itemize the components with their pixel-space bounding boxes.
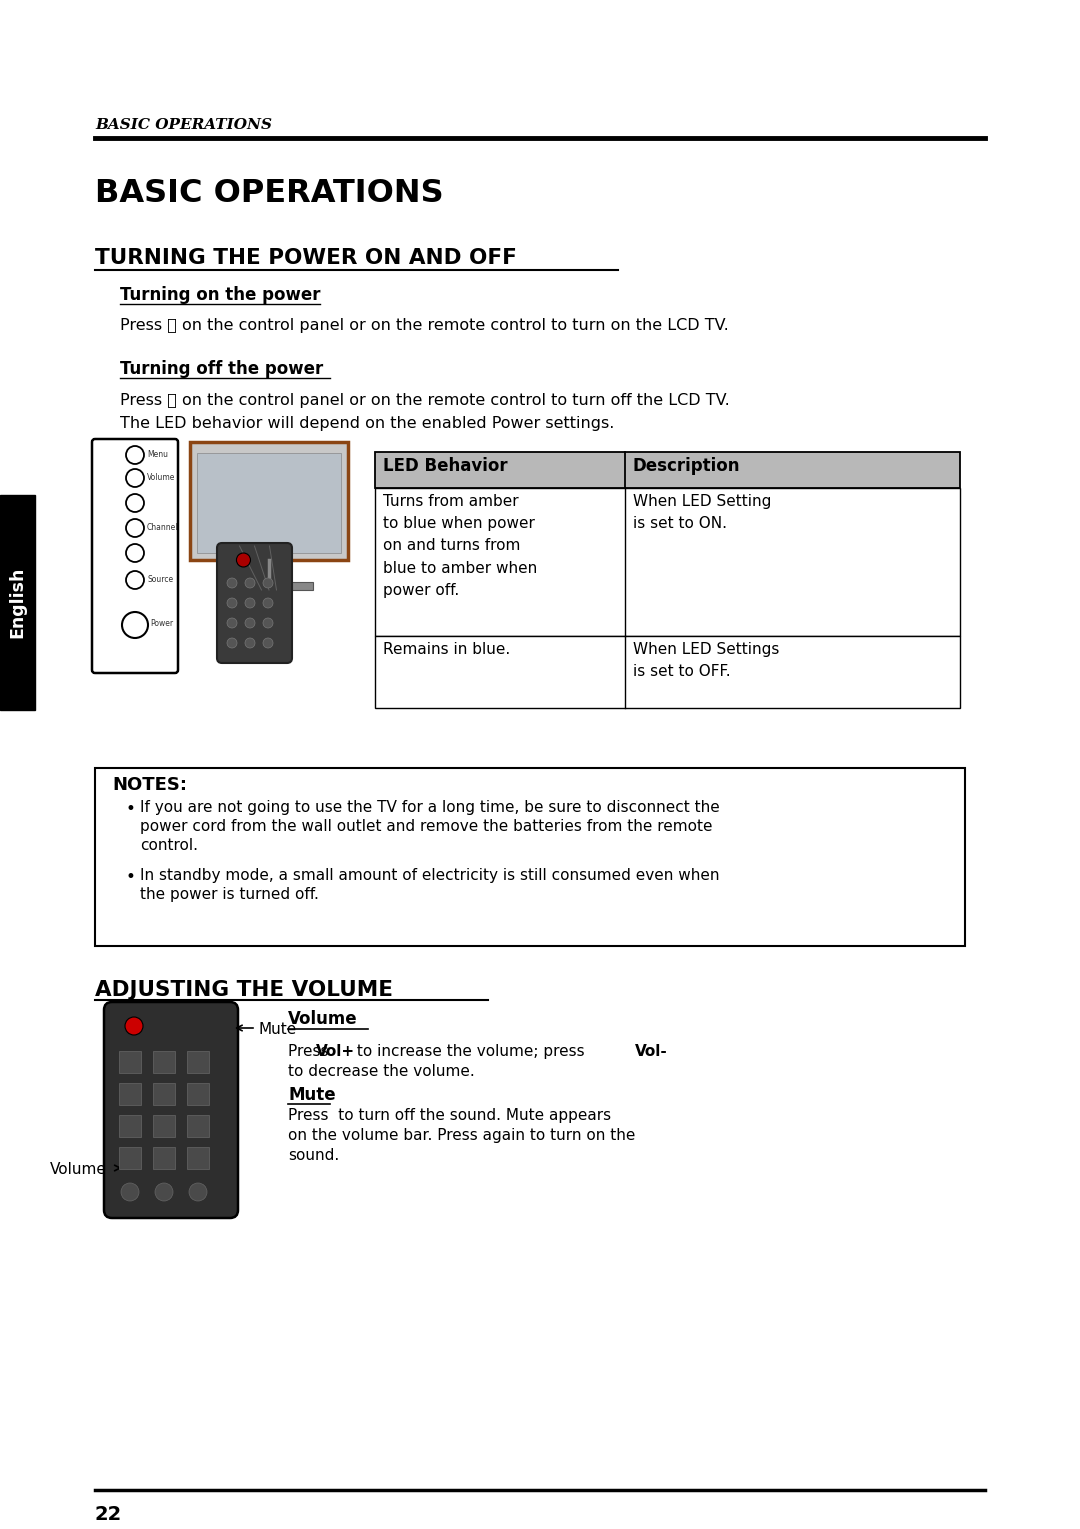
Circle shape	[264, 578, 273, 589]
Bar	[153, 1050, 175, 1073]
Circle shape	[227, 598, 237, 609]
Circle shape	[126, 570, 144, 589]
Bar	[197, 453, 341, 553]
Text: TURNING THE POWER ON AND OFF: TURNING THE POWER ON AND OFF	[95, 248, 517, 268]
Text: on the volume bar. Press again to turn on the: on the volume bar. Press again to turn o…	[288, 1128, 635, 1144]
Circle shape	[126, 544, 144, 563]
Circle shape	[227, 618, 237, 628]
Text: In standby mode, a small amount of electricity is still consumed even when: In standby mode, a small amount of elect…	[140, 868, 719, 884]
Circle shape	[264, 638, 273, 648]
FancyBboxPatch shape	[104, 1001, 238, 1219]
Bar	[119, 1115, 141, 1138]
FancyBboxPatch shape	[190, 442, 348, 560]
Bar	[375, 453, 960, 488]
Text: English: English	[8, 566, 26, 638]
Circle shape	[227, 638, 237, 648]
Text: Menu: Menu	[147, 450, 168, 459]
Circle shape	[156, 1183, 173, 1200]
Text: sound.: sound.	[288, 1148, 339, 1164]
Text: Power: Power	[150, 619, 173, 628]
Bar	[375, 636, 960, 708]
Bar	[153, 1083, 175, 1105]
Text: Mute: Mute	[288, 1086, 336, 1104]
Circle shape	[264, 598, 273, 609]
FancyBboxPatch shape	[217, 543, 292, 664]
Circle shape	[126, 518, 144, 537]
Text: •: •	[125, 800, 135, 818]
Text: Volume: Volume	[147, 472, 175, 482]
Text: Channel: Channel	[147, 523, 178, 532]
Bar	[225, 583, 313, 590]
Circle shape	[237, 553, 251, 567]
Text: Press ⏻ on the control panel or on the remote control to turn on the LCD TV.: Press ⏻ on the control panel or on the r…	[120, 318, 729, 333]
Circle shape	[122, 612, 148, 638]
Text: control.: control.	[140, 838, 198, 853]
Text: NOTES:: NOTES:	[112, 777, 187, 794]
Bar	[187, 1050, 210, 1073]
Circle shape	[245, 618, 255, 628]
Text: Volume: Volume	[288, 1011, 357, 1027]
Circle shape	[245, 578, 255, 589]
FancyBboxPatch shape	[92, 439, 178, 673]
Bar	[0, 495, 35, 709]
Bar	[119, 1147, 141, 1170]
Text: If you are not going to use the TV for a long time, be sure to disconnect the: If you are not going to use the TV for a…	[140, 800, 719, 815]
Text: the power is turned off.: the power is turned off.	[140, 887, 319, 902]
Text: Remains in blue.: Remains in blue.	[383, 642, 510, 657]
Text: Mute: Mute	[258, 1021, 296, 1037]
Text: power cord from the wall outlet and remove the batteries from the remote: power cord from the wall outlet and remo…	[140, 820, 713, 833]
Text: When LED Setting
is set to ON.: When LED Setting is set to ON.	[633, 494, 771, 531]
Circle shape	[126, 446, 144, 463]
Text: Turning on the power: Turning on the power	[120, 286, 321, 304]
Circle shape	[126, 469, 144, 488]
Circle shape	[189, 1183, 207, 1200]
Bar	[375, 488, 960, 636]
Bar	[119, 1083, 141, 1105]
Circle shape	[121, 1183, 139, 1200]
Text: The LED behavior will depend on the enabled Power settings.: The LED behavior will depend on the enab…	[120, 416, 615, 431]
Bar	[187, 1147, 210, 1170]
Circle shape	[125, 1017, 143, 1035]
Text: Volume: Volume	[50, 1162, 107, 1177]
Bar	[119, 1050, 141, 1073]
Circle shape	[245, 598, 255, 609]
Text: LED Behavior: LED Behavior	[383, 457, 508, 476]
Circle shape	[227, 578, 237, 589]
Text: Source: Source	[147, 575, 173, 584]
Circle shape	[245, 638, 255, 648]
Text: ADJUSTING THE VOLUME: ADJUSTING THE VOLUME	[95, 980, 393, 1000]
Text: 22: 22	[95, 1505, 122, 1524]
Bar	[153, 1147, 175, 1170]
Text: BASIC OPERATIONS: BASIC OPERATIONS	[95, 177, 444, 209]
Circle shape	[264, 618, 273, 628]
Text: Turns from amber
to blue when power
on and turns from
blue to amber when
power o: Turns from amber to blue when power on a…	[383, 494, 537, 598]
Bar	[95, 768, 966, 946]
Text: •: •	[125, 868, 135, 885]
Bar	[187, 1083, 210, 1105]
Text: When LED Settings
is set to OFF.: When LED Settings is set to OFF.	[633, 642, 780, 679]
Text: Press  to turn off the sound. Mute appears: Press to turn off the sound. Mute appear…	[288, 1109, 611, 1122]
Text: Vol-: Vol-	[635, 1044, 667, 1060]
Text: Press ⏻ on the control panel or on the remote control to turn off the LCD TV.: Press ⏻ on the control panel or on the r…	[120, 393, 730, 408]
Text: Description: Description	[633, 457, 741, 476]
Circle shape	[126, 494, 144, 512]
Bar	[153, 1115, 175, 1138]
Text: Vol+: Vol+	[316, 1044, 355, 1060]
Text: to decrease the volume.: to decrease the volume.	[288, 1064, 475, 1079]
Text: to increase the volume; press: to increase the volume; press	[352, 1044, 590, 1060]
Text: BASIC OPERATIONS: BASIC OPERATIONS	[95, 118, 272, 131]
Text: Turning off the power: Turning off the power	[120, 359, 323, 378]
Text: Press: Press	[288, 1044, 334, 1060]
Bar	[187, 1115, 210, 1138]
